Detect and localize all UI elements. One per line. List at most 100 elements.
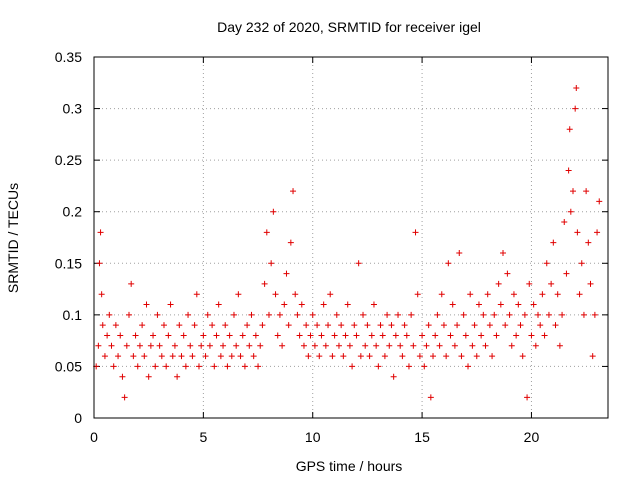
data-point: [171, 342, 178, 349]
data-point: [519, 353, 526, 360]
data-point: [399, 353, 406, 360]
data-point: [561, 219, 568, 226]
data-point: [224, 363, 231, 370]
y-tick-label: 0.15: [55, 255, 82, 271]
data-point: [333, 311, 340, 318]
data-point: [239, 332, 246, 339]
data-point: [386, 342, 393, 349]
x-tick-label: 0: [90, 429, 98, 445]
data-point: [445, 260, 452, 267]
data-point: [318, 332, 325, 339]
data-point: [517, 322, 524, 329]
data-point: [165, 332, 172, 339]
data-point: [104, 332, 111, 339]
data-point: [134, 363, 141, 370]
data-point: [189, 353, 196, 360]
data-point: [279, 342, 286, 349]
data-point: [412, 229, 419, 236]
data-point: [344, 301, 351, 308]
data-point: [217, 353, 224, 360]
data-point: [152, 363, 159, 370]
data-point: [392, 332, 399, 339]
data-point: [274, 332, 281, 339]
data-point: [434, 311, 441, 318]
data-point: [567, 208, 574, 215]
data-point: [206, 342, 213, 349]
data-point: [106, 311, 113, 318]
data-point: [215, 301, 222, 308]
data-point: [141, 353, 148, 360]
data-point: [222, 322, 229, 329]
data-point: [500, 249, 507, 256]
data-point: [300, 342, 307, 349]
data-point: [489, 353, 496, 360]
data-point: [395, 311, 402, 318]
data-point: [255, 363, 262, 370]
data-point: [362, 342, 369, 349]
data-point: [401, 322, 408, 329]
data-point: [303, 322, 310, 329]
data-point: [578, 260, 585, 267]
grid: [94, 57, 608, 418]
data-point: [405, 363, 412, 370]
data-point: [473, 353, 480, 360]
data-point: [583, 188, 590, 195]
data-point: [248, 311, 255, 318]
data-point: [366, 353, 373, 360]
data-point: [530, 301, 537, 308]
data-point: [268, 260, 275, 267]
data-point: [132, 332, 139, 339]
data-point: [370, 301, 377, 308]
data-point: [478, 332, 485, 339]
data-point: [112, 322, 119, 329]
data-point: [486, 322, 493, 329]
x-tick-label: 10: [305, 429, 321, 445]
data-point: [119, 373, 126, 380]
data-point: [414, 291, 421, 298]
data-point: [421, 363, 428, 370]
data-point: [524, 394, 531, 401]
data-point: [305, 353, 312, 360]
data-point: [191, 322, 198, 329]
data-point: [390, 373, 397, 380]
x-axis-label: GPS time / hours: [296, 458, 403, 474]
data-point: [543, 260, 550, 267]
data-point: [233, 342, 240, 349]
data-point: [136, 342, 143, 349]
data-point: [566, 126, 573, 133]
data-point: [143, 301, 150, 308]
data-point: [316, 353, 323, 360]
data-point: [471, 322, 478, 329]
data-point: [360, 311, 367, 318]
data-point: [211, 363, 218, 370]
data-point: [379, 332, 386, 339]
data-point: [591, 311, 598, 318]
data-point: [95, 342, 102, 349]
x-tick-label: 15: [414, 429, 430, 445]
data-point: [287, 239, 294, 246]
data-point: [145, 373, 152, 380]
data-point: [160, 322, 167, 329]
data-point: [456, 249, 463, 256]
plot-frame: [93, 56, 609, 419]
data-point: [537, 322, 544, 329]
data-point: [576, 291, 583, 298]
data-point: [294, 311, 301, 318]
data-point: [123, 342, 130, 349]
data-point: [283, 270, 290, 277]
data-point: [261, 280, 268, 287]
data-point: [272, 291, 279, 298]
chart-title: Day 232 of 2020, SRMTID for receiver ige…: [217, 19, 481, 35]
data-point: [200, 332, 207, 339]
data-point: [97, 229, 104, 236]
data-point: [213, 332, 220, 339]
data-point: [513, 332, 520, 339]
data-point: [182, 363, 189, 370]
data-point: [458, 353, 465, 360]
data-point: [128, 280, 135, 287]
data-point: [156, 342, 163, 349]
data-point: [250, 353, 257, 360]
data-point: [296, 332, 303, 339]
data-point: [185, 311, 192, 318]
